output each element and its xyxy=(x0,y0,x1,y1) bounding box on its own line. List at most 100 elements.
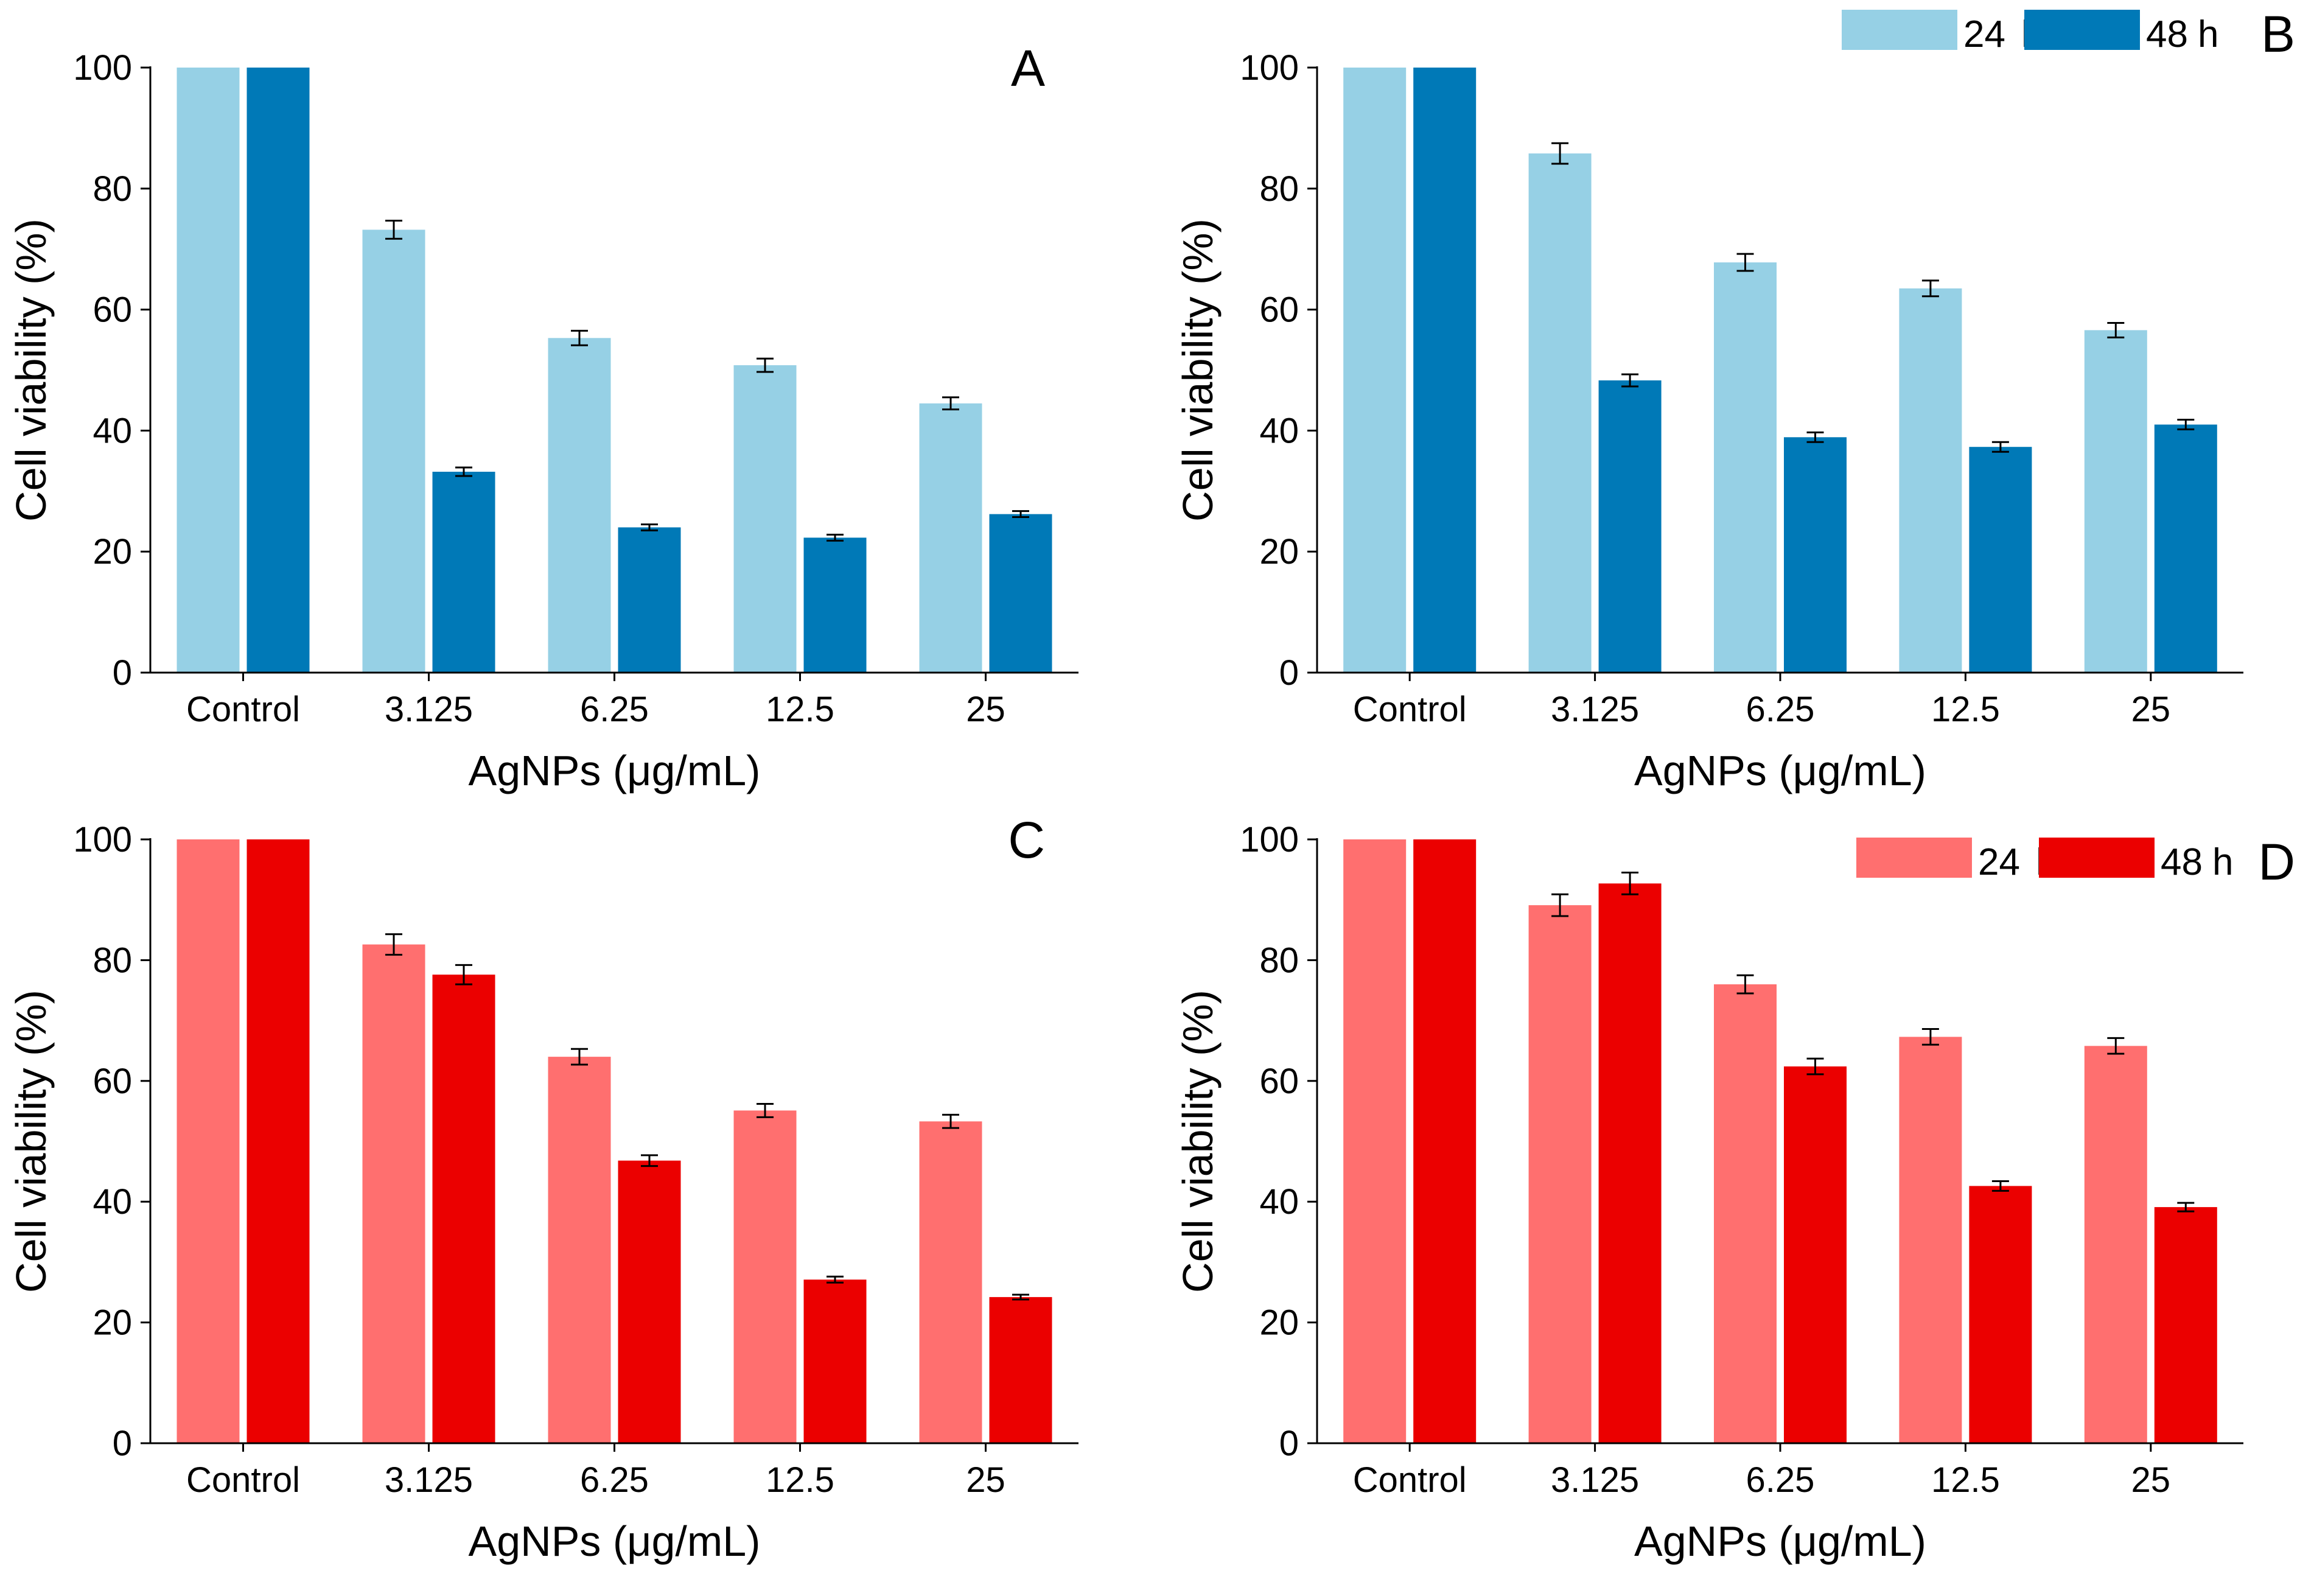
x-tick-label: 25 xyxy=(2131,690,2171,729)
x-tick-label: 3.125 xyxy=(1551,1460,1639,1500)
y-tick-label: 60 xyxy=(93,290,132,330)
error-bar-a-3-0 xyxy=(757,357,774,373)
bar-d-1-1 xyxy=(1598,883,1662,1443)
bar-a-0-1 xyxy=(246,68,310,673)
error-bar-c-4-1 xyxy=(1012,1293,1029,1301)
bar-d-3-0 xyxy=(1899,1037,1962,1443)
legend-label: 24 xyxy=(1978,841,2020,883)
x-tick-label: Control xyxy=(186,690,300,729)
x-tick-label: 3.125 xyxy=(385,1460,473,1500)
bar-b-3-1 xyxy=(1969,447,2032,673)
y-tick-label: 40 xyxy=(1259,411,1299,450)
bar-c-4-1 xyxy=(989,1297,1052,1443)
bar-c-3-1 xyxy=(803,1279,867,1443)
y-tick-label: 40 xyxy=(93,411,132,450)
error-bar-b-3-0 xyxy=(1921,279,1939,298)
error-bar-a-3-1 xyxy=(827,533,844,542)
error-bar-a-2-0 xyxy=(571,329,588,346)
chart-panel-b: Control 3.125 6.25 12.5 25 0 20 40 60 80 100 AgNPs … xyxy=(1174,5,2295,794)
y-tick-label: 0 xyxy=(113,1424,132,1463)
panel-letter: A xyxy=(1011,40,1045,97)
y-tick-label: 80 xyxy=(93,940,132,980)
error-bar-d-2-1 xyxy=(1806,1057,1824,1076)
x-tick-label: 12.5 xyxy=(766,1460,834,1500)
x-tick-label: 6.25 xyxy=(580,690,649,729)
bar-b-3-0 xyxy=(1899,288,1962,673)
error-bar-a-1-0 xyxy=(385,219,402,240)
error-bar-c-4-0 xyxy=(942,1113,959,1129)
bar-c-0-0 xyxy=(177,839,240,1443)
bar-b-0-1 xyxy=(1413,68,1477,673)
bar-d-0-0 xyxy=(1343,839,1407,1443)
error-bar-d-3-1 xyxy=(1991,1180,2009,1192)
error-bar-b-1-1 xyxy=(1621,373,1639,388)
bar-d-4-0 xyxy=(2084,1046,2147,1443)
error-bar-b-4-0 xyxy=(2107,321,2125,338)
bar-d-2-0 xyxy=(1714,984,1777,1443)
error-bar-c-1-0 xyxy=(385,933,402,956)
legend-item: 48 h xyxy=(2024,10,2218,55)
y-tick-label: 100 xyxy=(73,820,132,859)
x-tick-label: Control xyxy=(1353,690,1467,729)
x-tick-label: 3.125 xyxy=(385,690,473,729)
panel-letter: D xyxy=(2258,833,2295,891)
bar-a-1-0 xyxy=(362,229,425,673)
y-tick-label: 100 xyxy=(1240,48,1299,88)
error-bar-a-4-1 xyxy=(1012,510,1029,519)
bar-b-4-1 xyxy=(2154,424,2217,673)
x-tick-label: 6.25 xyxy=(580,1460,649,1500)
bar-a-2-1 xyxy=(618,527,681,673)
y-tick-label: 0 xyxy=(1279,1424,1299,1463)
error-bar-b-2-0 xyxy=(1736,253,1754,272)
error-bar-a-4-0 xyxy=(942,396,959,411)
x-tick-label: 25 xyxy=(966,690,1005,729)
y-tick-label: 80 xyxy=(93,169,132,209)
x-tick-label: 6.25 xyxy=(1746,690,1815,729)
y-tick-label: 40 xyxy=(93,1182,132,1222)
x-tick-label: 12.5 xyxy=(1931,690,2000,729)
bar-c-2-1 xyxy=(618,1160,681,1443)
y-tick-label: 0 xyxy=(1279,653,1299,693)
x-axis-title: AgNPs (μg/mL) xyxy=(1634,747,1926,794)
bar-a-2-0 xyxy=(548,338,611,673)
y-axis-title: Cell viability (%) xyxy=(1174,219,1222,522)
x-axis-title: AgNPs (μg/mL) xyxy=(469,747,761,794)
bar-b-1-0 xyxy=(1528,153,1592,673)
x-tick-label: Control xyxy=(186,1460,300,1500)
x-tick-label: 6.25 xyxy=(1746,1460,1815,1500)
error-bar-c-3-0 xyxy=(757,1102,774,1118)
error-bar-c-2-1 xyxy=(641,1154,658,1167)
y-tick-label: 40 xyxy=(1259,1182,1299,1222)
legend-item: 24h xyxy=(1856,838,2057,883)
y-tick-label: 100 xyxy=(1240,820,1299,859)
legend-swatch xyxy=(1842,10,1957,50)
y-tick-label: 60 xyxy=(1259,1062,1299,1101)
error-bar-b-2-1 xyxy=(1806,431,1824,443)
bar-a-1-1 xyxy=(432,472,495,673)
bar-c-3-0 xyxy=(733,1110,797,1443)
bar-d-2-1 xyxy=(1784,1066,1847,1443)
error-bar-c-3-1 xyxy=(827,1275,844,1284)
y-tick-label: 80 xyxy=(1259,940,1299,980)
legend: 24h48h xyxy=(1856,838,2233,883)
legend-unit: h xyxy=(2212,841,2233,883)
y-tick-label: 20 xyxy=(1259,1303,1299,1343)
error-bar-a-2-1 xyxy=(641,523,658,531)
error-bar-b-1-0 xyxy=(1551,142,1569,165)
error-bar-c-2-0 xyxy=(571,1048,588,1066)
bar-d-4-1 xyxy=(2154,1207,2217,1443)
y-tick-label: 100 xyxy=(73,48,132,88)
y-tick-label: 20 xyxy=(93,532,132,572)
y-tick-label: 60 xyxy=(1259,290,1299,330)
bar-b-0-0 xyxy=(1343,68,1407,673)
bar-d-0-1 xyxy=(1413,839,1477,1443)
error-bar-b-4-1 xyxy=(2177,419,2195,430)
y-axis-title: Cell viability (%) xyxy=(7,990,55,1293)
error-bar-d-1-0 xyxy=(1551,893,1569,917)
bar-a-4-1 xyxy=(989,514,1052,673)
y-axis-title: Cell viability (%) xyxy=(1174,990,1222,1293)
error-bar-c-1-1 xyxy=(455,964,472,985)
y-tick-label: 0 xyxy=(113,653,132,693)
y-tick-label: 80 xyxy=(1259,169,1299,209)
bar-b-2-0 xyxy=(1714,262,1777,673)
